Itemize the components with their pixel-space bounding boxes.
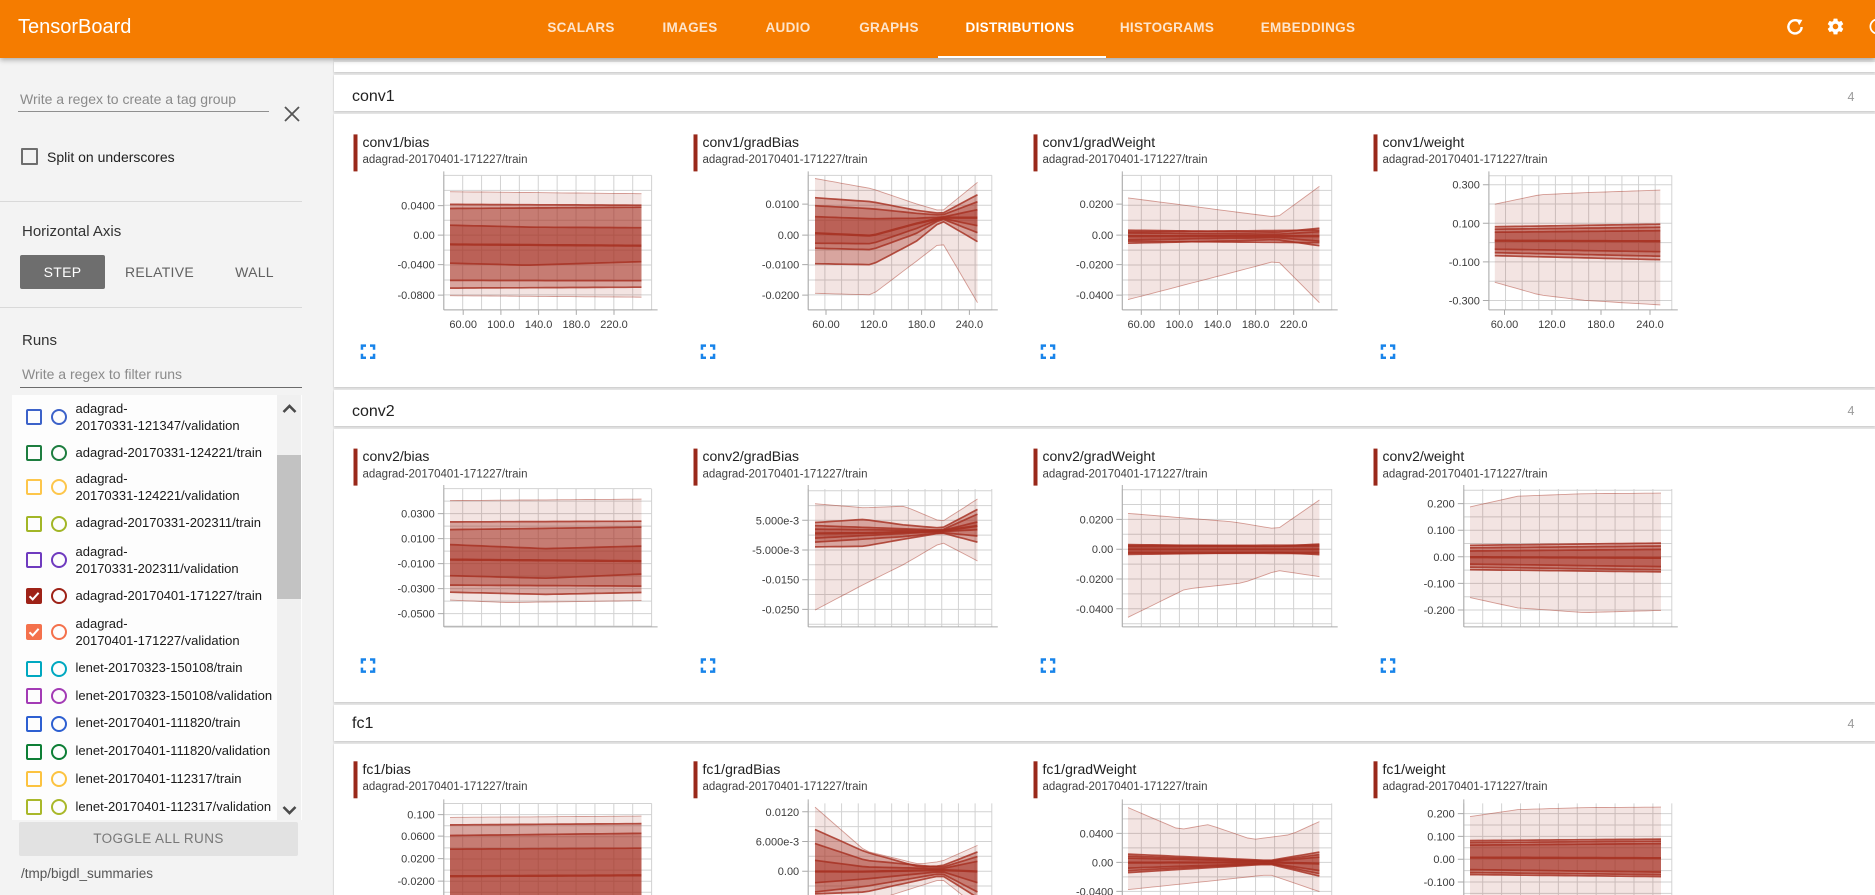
svg-text:conv1/bias: conv1/bias: [363, 134, 430, 150]
svg-text:0.0100: 0.0100: [766, 199, 800, 211]
svg-text:conv1/gradWeight: conv1/gradWeight: [1043, 134, 1156, 150]
svg-text:-0.0200: -0.0200: [762, 290, 799, 302]
svg-text:0.00: 0.00: [1092, 545, 1113, 557]
svg-text:-0.0300: -0.0300: [397, 584, 434, 596]
svg-text:0.0300: 0.0300: [401, 509, 435, 521]
svg-text:fc1/weight: fc1/weight: [1383, 761, 1446, 777]
svg-text:-0.0400: -0.0400: [1076, 290, 1113, 302]
svg-text:-0.0150: -0.0150: [762, 575, 799, 587]
svg-text:adagrad-20170401-171227/train: adagrad-20170401-171227/train: [703, 154, 868, 166]
svg-text:100.0: 100.0: [487, 319, 515, 331]
svg-text:0.0200: 0.0200: [1080, 199, 1114, 211]
svg-text:0.00: 0.00: [778, 230, 799, 242]
svg-text:0.0120: 0.0120: [766, 807, 800, 819]
svg-text:-0.0200: -0.0200: [1076, 574, 1113, 586]
svg-text:180.0: 180.0: [563, 319, 591, 331]
svg-text:0.200: 0.200: [1427, 499, 1455, 511]
svg-text:0.300: 0.300: [1452, 180, 1480, 192]
svg-text:-0.0200: -0.0200: [397, 876, 434, 888]
svg-text:adagrad-20170401-171227/train: adagrad-20170401-171227/train: [703, 781, 868, 793]
svg-text:-0.0800: -0.0800: [397, 290, 434, 302]
svg-text:60.00: 60.00: [1128, 319, 1156, 331]
svg-text:-0.0250: -0.0250: [762, 605, 799, 617]
svg-text:adagrad-20170401-171227/train: adagrad-20170401-171227/train: [1383, 154, 1548, 166]
svg-text:fc1/gradBias: fc1/gradBias: [703, 761, 781, 777]
svg-text:adagrad-20170401-171227/train: adagrad-20170401-171227/train: [1043, 154, 1208, 166]
svg-text:180.0: 180.0: [1587, 319, 1615, 331]
svg-text:0.0200: 0.0200: [1080, 515, 1114, 527]
svg-text:conv2/weight: conv2/weight: [1383, 448, 1465, 464]
svg-text:180.0: 180.0: [1242, 319, 1270, 331]
svg-text:60.00: 60.00: [1491, 319, 1519, 331]
svg-text:-0.100: -0.100: [1424, 579, 1455, 591]
svg-text:140.0: 140.0: [1204, 319, 1232, 331]
svg-text:0.100: 0.100: [1427, 526, 1455, 538]
svg-text:conv1/gradBias: conv1/gradBias: [703, 134, 800, 150]
svg-text:0.0200: 0.0200: [401, 854, 435, 866]
svg-text:-0.0500: -0.0500: [397, 609, 434, 621]
svg-text:-0.0200: -0.0200: [1076, 260, 1113, 272]
svg-text:-0.300: -0.300: [1449, 296, 1480, 308]
svg-text:adagrad-20170401-171227/train: adagrad-20170401-171227/train: [363, 781, 528, 793]
svg-text:-0.0400: -0.0400: [397, 260, 434, 272]
svg-text:fc1/gradWeight: fc1/gradWeight: [1043, 761, 1137, 777]
svg-text:100.0: 100.0: [1166, 319, 1194, 331]
svg-text:180.0: 180.0: [908, 319, 936, 331]
svg-text:-0.0400: -0.0400: [1076, 887, 1113, 895]
svg-text:0.0400: 0.0400: [401, 201, 435, 213]
svg-text:0.100: 0.100: [1452, 219, 1480, 231]
svg-text:-0.200: -0.200: [1424, 605, 1455, 617]
svg-text:conv2/gradWeight: conv2/gradWeight: [1043, 448, 1156, 464]
svg-text:adagrad-20170401-171227/train: adagrad-20170401-171227/train: [703, 469, 868, 481]
svg-text:-0.0400: -0.0400: [1076, 604, 1113, 616]
svg-text:fc1/bias: fc1/bias: [363, 761, 411, 777]
svg-text:conv2/bias: conv2/bias: [363, 448, 430, 464]
svg-text:240.0: 240.0: [1636, 319, 1664, 331]
svg-text:0.00: 0.00: [1092, 230, 1113, 242]
svg-text:adagrad-20170401-171227/train: adagrad-20170401-171227/train: [1383, 781, 1548, 793]
svg-text:0.00: 0.00: [413, 230, 434, 242]
svg-text:adagrad-20170401-171227/train: adagrad-20170401-171227/train: [1383, 469, 1548, 481]
svg-text:120.0: 120.0: [860, 319, 888, 331]
svg-text:220.0: 220.0: [1280, 319, 1308, 331]
svg-text:adagrad-20170401-171227/train: adagrad-20170401-171227/train: [1043, 781, 1208, 793]
svg-text:0.200: 0.200: [1427, 809, 1455, 821]
svg-text:5.000e-3: 5.000e-3: [756, 516, 799, 528]
svg-text:220.0: 220.0: [600, 319, 628, 331]
svg-text:0.00: 0.00: [1092, 858, 1113, 870]
svg-text:240.0: 240.0: [956, 319, 984, 331]
svg-text:0.0100: 0.0100: [401, 534, 435, 546]
svg-text:60.00: 60.00: [812, 319, 840, 331]
svg-text:conv1/weight: conv1/weight: [1383, 134, 1465, 150]
svg-text:6.000e-3: 6.000e-3: [756, 837, 799, 849]
svg-text:140.0: 140.0: [525, 319, 553, 331]
svg-text:-0.0100: -0.0100: [397, 559, 434, 571]
svg-text:adagrad-20170401-171227/train: adagrad-20170401-171227/train: [1043, 469, 1208, 481]
svg-text:adagrad-20170401-171227/train: adagrad-20170401-171227/train: [363, 154, 528, 166]
svg-text:0.00: 0.00: [1433, 855, 1454, 867]
svg-text:-0.0100: -0.0100: [762, 260, 799, 272]
svg-text:0.0400: 0.0400: [1080, 829, 1114, 841]
svg-text:0.100: 0.100: [407, 810, 435, 822]
svg-text:0.100: 0.100: [1427, 832, 1455, 844]
svg-text:-0.100: -0.100: [1449, 257, 1480, 269]
svg-text:120.0: 120.0: [1538, 319, 1566, 331]
svg-text:60.00: 60.00: [449, 319, 477, 331]
svg-text:adagrad-20170401-171227/train: adagrad-20170401-171227/train: [363, 469, 528, 481]
svg-text:0.00: 0.00: [778, 867, 799, 879]
svg-text:-5.000e-3: -5.000e-3: [752, 545, 799, 557]
svg-text:0.0600: 0.0600: [401, 831, 435, 843]
svg-text:conv2/gradBias: conv2/gradBias: [703, 448, 800, 464]
svg-text:-0.100: -0.100: [1424, 877, 1455, 889]
svg-text:0.00: 0.00: [1433, 552, 1454, 564]
